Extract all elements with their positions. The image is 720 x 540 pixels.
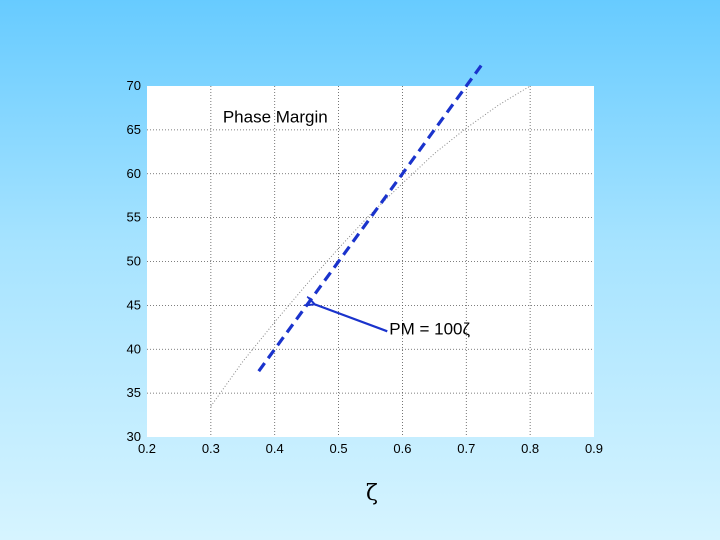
y-tick-label: 30 [127,429,141,444]
y-tick-label: 60 [127,166,141,181]
plot-area [147,86,594,437]
x-tick-label: 0.6 [393,441,411,456]
x-tick-label: 0.5 [330,441,348,456]
annotation-arrow [314,304,388,333]
tick-labels: 0.2 0.3 0.4 0.5 0.6 0.7 0.8 0.9 30 35 40 45 50 55 60 65… [127,78,604,456]
y-tick-label: 70 [127,78,141,93]
y-tick-label: 50 [127,254,141,269]
y-tick-label: 35 [127,385,141,400]
x-tick-label: 0.9 [585,441,603,456]
x-tick-label: 0.7 [457,441,475,456]
x-tick-label: 0.2 [138,441,156,456]
x-tick-label: 0.3 [202,441,220,456]
y-tick-label: 45 [127,297,141,312]
y-tick-label: 40 [127,341,141,356]
grid-lines [147,86,594,437]
x-tick-label: 0.4 [266,441,284,456]
x-axis-label: ζ [366,481,378,506]
x-tick-label: 0.8 [521,441,539,456]
phase-margin-annotation: Phase Margin [223,108,328,127]
annotations: Phase Margin PM = 100ζ [223,108,471,339]
y-tick-label: 65 [127,122,141,137]
y-tick-label: 55 [127,210,141,225]
pm-formula-annotation: PM = 100ζ [389,320,470,339]
